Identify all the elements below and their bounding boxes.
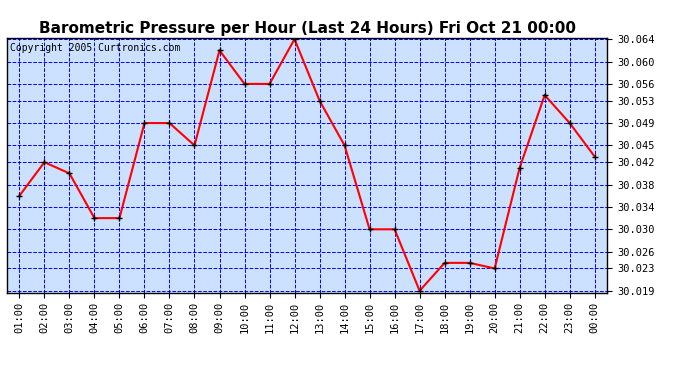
- Title: Barometric Pressure per Hour (Last 24 Hours) Fri Oct 21 00:00: Barometric Pressure per Hour (Last 24 Ho…: [39, 21, 575, 36]
- Text: Copyright 2005 Curtronics.com: Copyright 2005 Curtronics.com: [10, 43, 180, 52]
